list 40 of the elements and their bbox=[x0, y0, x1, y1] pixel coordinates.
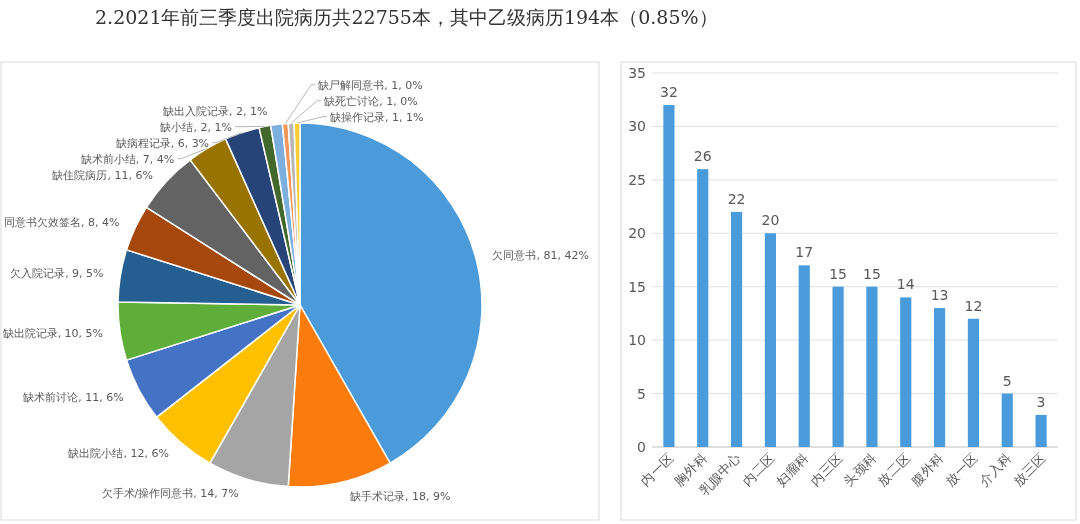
x-tick-label: 内二区 bbox=[739, 450, 778, 489]
data-label: 5 bbox=[1002, 372, 1012, 389]
data-label: 12 bbox=[964, 297, 983, 314]
slice-label: 缺出院记录, 10, 5% bbox=[2, 327, 104, 341]
x-tick-label: 放三区 bbox=[1010, 450, 1049, 489]
slice-label: 欠入院记录, 9, 5% bbox=[10, 267, 104, 281]
y-tick-label: 25 bbox=[628, 171, 646, 188]
data-label: 26 bbox=[693, 148, 712, 165]
slice-label: 缺出入院记录, 2, 1% bbox=[163, 104, 268, 118]
y-tick-label: 10 bbox=[628, 332, 646, 349]
slice-label: 缺术前讨论, 11, 6% bbox=[23, 390, 124, 404]
slice-label: 缺出院小结, 12, 6% bbox=[68, 447, 169, 461]
y-tick-label: 15 bbox=[628, 278, 646, 295]
data-label: 15 bbox=[863, 265, 881, 282]
data-label: 20 bbox=[761, 212, 780, 229]
chart-title: 2.2021年前三季度出院病历共22755本，其中乙级病历194本（0.85%） bbox=[95, 6, 718, 28]
x-tick-label: 放一区 bbox=[942, 450, 981, 489]
slice-label: 缺病程记录, 6, 3% bbox=[115, 136, 210, 150]
slice-label: 缺操作记录, 1, 1% bbox=[330, 110, 424, 124]
data-label: 14 bbox=[896, 276, 915, 293]
y-tick-label: 35 bbox=[628, 65, 646, 81]
slice-label: 欠手术/操作同意书, 14, 7% bbox=[101, 486, 239, 500]
slice-label: 缺小结, 2, 1% bbox=[160, 120, 232, 134]
y-tick-label: 0 bbox=[637, 439, 646, 455]
data-label: 17 bbox=[795, 244, 814, 261]
slice-label: 缺死亡讨论, 1, 0% bbox=[324, 94, 418, 108]
data-label: 32 bbox=[660, 84, 678, 101]
slice-label: 欠同意书, 81, 42% bbox=[492, 248, 589, 262]
slice-label: 缺住院病历, 11, 6% bbox=[52, 168, 153, 182]
data-label: 13 bbox=[930, 287, 949, 304]
data-label: 22 bbox=[727, 190, 746, 207]
y-tick-label: 20 bbox=[628, 225, 646, 242]
data-label: 15 bbox=[829, 265, 847, 282]
y-tick-label: 5 bbox=[637, 385, 646, 402]
data-label: 3 bbox=[1036, 393, 1046, 410]
slice-label: 缺术前小结, 7, 4% bbox=[80, 152, 175, 166]
slice-label: 缺手术记录, 18, 9% bbox=[349, 489, 451, 503]
slice-label: 缺尸解同意书, 1, 0% bbox=[318, 78, 423, 92]
slice-label: 同意书欠效签名, 8, 4% bbox=[4, 216, 120, 230]
y-tick-label: 30 bbox=[628, 118, 646, 135]
